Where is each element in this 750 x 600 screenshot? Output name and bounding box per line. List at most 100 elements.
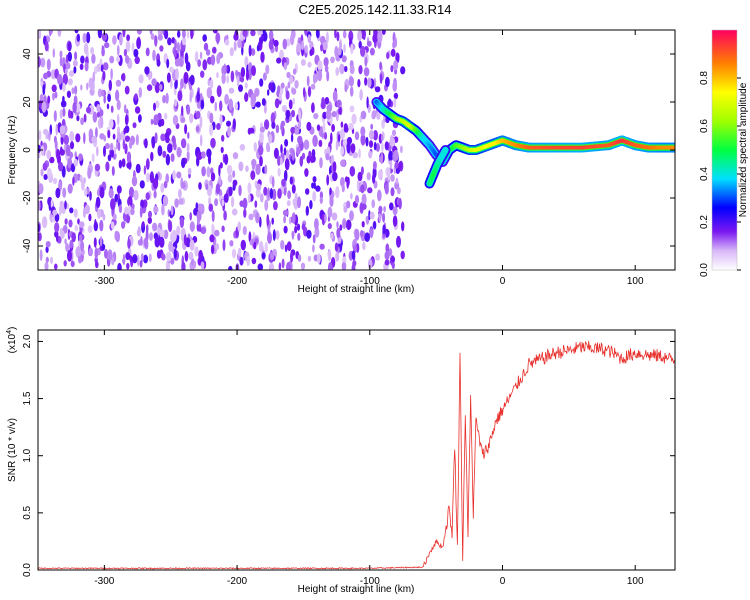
noise-blob <box>52 48 55 58</box>
noise-blob <box>396 235 401 248</box>
noise-blob <box>393 92 399 100</box>
noise-blob <box>275 124 280 134</box>
noise-blob <box>181 36 187 46</box>
noise-blob <box>153 102 156 111</box>
noise-blob <box>96 111 100 118</box>
noise-blob <box>180 78 184 89</box>
noise-blob <box>360 230 364 238</box>
noise-blob <box>136 37 142 50</box>
noise-blob <box>86 106 91 114</box>
noise-blob <box>68 70 75 77</box>
noise-blob <box>374 86 381 93</box>
colorbar-tick-label: 0.2 <box>699 215 710 229</box>
noise-blob <box>198 182 202 190</box>
noise-blob <box>71 87 75 95</box>
noise-blob <box>307 255 312 262</box>
noise-blob <box>164 112 168 120</box>
noise-blob <box>317 69 323 82</box>
noise-blob <box>166 58 170 69</box>
noise-blob <box>231 196 235 208</box>
noise-blob <box>124 135 130 142</box>
noise-blob <box>312 191 317 202</box>
noise-blob <box>343 206 348 213</box>
page-title: C2E5.2025.142.11.33.R14 <box>298 2 452 17</box>
noise-blob <box>285 90 290 100</box>
noise-blob <box>83 42 89 55</box>
noise-blob <box>286 262 291 270</box>
noise-blob <box>62 95 65 103</box>
noise-blob <box>224 39 230 46</box>
noise-blob <box>62 73 68 86</box>
noise-blob <box>320 44 323 52</box>
noise-blob <box>317 253 321 264</box>
noise-blob <box>74 30 79 34</box>
noise-blob <box>49 256 54 264</box>
noise-blob <box>259 241 264 252</box>
noise-blob <box>223 210 227 221</box>
noise-blob <box>319 196 323 204</box>
noise-blob <box>263 186 268 196</box>
spectrogram-noise <box>38 30 406 270</box>
noise-blob <box>53 110 57 122</box>
noise-blob <box>94 163 101 172</box>
noise-blob <box>364 232 371 242</box>
spectrogram-y-tick-label: 40 <box>22 48 33 60</box>
noise-blob <box>274 98 280 109</box>
noise-blob <box>219 162 223 169</box>
snr-x-tick-label: -100 <box>360 576 380 587</box>
noise-blob <box>72 176 75 186</box>
noise-blob <box>284 244 288 253</box>
noise-blob <box>52 177 58 185</box>
noise-blob <box>256 183 262 191</box>
noise-blob <box>228 265 233 270</box>
noise-blob <box>47 167 52 179</box>
noise-blob <box>263 103 267 114</box>
noise-blob <box>172 114 179 126</box>
colorbar-tick-label: 0.4 <box>699 167 710 181</box>
noise-blob <box>45 246 49 254</box>
noise-blob <box>230 70 235 83</box>
noise-blob <box>78 221 85 229</box>
noise-blob <box>88 247 94 257</box>
noise-blob <box>145 192 150 201</box>
noise-blob <box>382 224 386 235</box>
noise-blob <box>180 117 186 123</box>
noise-blob <box>150 118 154 125</box>
noise-blob <box>277 85 281 94</box>
noise-blob <box>329 195 334 207</box>
noise-blob <box>73 208 78 218</box>
noise-blob <box>104 248 108 259</box>
noise-blob <box>368 258 373 270</box>
noise-blob <box>43 174 48 180</box>
noise-blob <box>145 172 151 183</box>
noise-blob <box>360 110 367 120</box>
noise-blob <box>67 157 73 169</box>
noise-blob <box>400 145 403 154</box>
noise-blob <box>67 51 73 62</box>
noise-blob <box>122 253 126 266</box>
noise-blob <box>195 110 201 119</box>
noise-blob <box>75 246 81 259</box>
noise-blob <box>127 198 131 206</box>
noise-blob <box>165 92 169 104</box>
noise-blob <box>309 200 313 210</box>
noise-blob <box>233 40 237 52</box>
noise-blob <box>90 47 94 55</box>
noise-blob <box>351 250 356 260</box>
noise-blob <box>80 84 83 91</box>
noise-blob <box>276 57 282 64</box>
noise-blob <box>135 134 139 146</box>
noise-blob <box>283 169 288 182</box>
noise-blob <box>340 121 344 128</box>
noise-blob <box>133 48 139 58</box>
noise-blob <box>146 84 153 91</box>
noise-blob <box>197 203 203 213</box>
noise-blob <box>372 161 377 170</box>
noise-blob <box>249 127 255 134</box>
noise-blob <box>157 33 163 41</box>
noise-blob <box>108 188 114 199</box>
noise-blob <box>319 157 323 169</box>
noise-blob <box>237 38 242 49</box>
noise-blob <box>214 101 218 112</box>
noise-blob <box>193 260 197 269</box>
